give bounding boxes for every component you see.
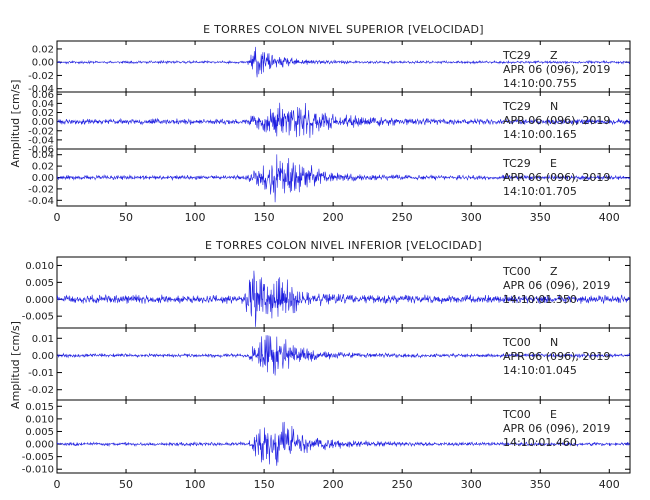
y-tick-label: -0.02 [28,184,54,195]
record-date: APR 06 (096), 2019 [503,114,610,127]
chart-1: E TORRES COLON NIVEL SUPERIOR [VELOCIDAD… [9,23,631,224]
y-tick-label: -0.02 [28,385,54,396]
station-code: TC29 [502,157,531,170]
x-tick-label: 0 [54,478,61,491]
x-tick-label: 400 [599,211,620,224]
record-date: APR 06 (096), 2019 [503,422,610,435]
x-tick-label: 200 [323,211,344,224]
y-tick-label: 0.015 [25,402,54,413]
y-tick-label: 0.04 [32,150,54,161]
y-tick-label: 0.005 [25,427,54,438]
y-tick-label: 0.00 [32,173,54,184]
panel-frame [56,399,631,474]
record-date: APR 06 (096), 2019 [503,171,610,184]
waveform-trace-TC29-N [57,102,630,138]
x-tick-label: 300 [461,478,482,491]
x-tick-label: 350 [530,478,551,491]
component-code: Z [550,49,558,62]
y-tick-label: 0.06 [32,90,54,101]
record-time: 14:10:00.165 [503,128,577,141]
waveform-trace-TC29-E [57,154,630,203]
station-code: TC00 [502,265,531,278]
chart-title: E TORRES COLON NIVEL INFERIOR [VELOCIDAD… [205,239,482,252]
record-date: APR 06 (096), 2019 [503,63,610,76]
station-code: TC00 [502,408,531,421]
waveform-trace-TC00-N [57,335,630,376]
record-time: 14:10:00.755 [503,77,577,90]
x-tick-label: 400 [599,478,620,491]
x-tick-label: 350 [530,211,551,224]
y-tick-label: -0.04 [28,84,54,95]
y-tick-label: -0.01 [28,368,54,379]
y-tick-label: -0.005 [22,312,54,323]
y-tick-label: 0.010 [25,414,54,425]
x-tick-label: 150 [254,211,275,224]
record-date: APR 06 (096), 2019 [503,350,610,363]
y-tick-label: 0.005 [25,278,54,289]
y-tick-label: 0.000 [25,295,54,306]
x-tick-label: 250 [392,211,413,224]
y-tick-label: -0.010 [22,465,54,476]
x-tick-label: 150 [254,478,275,491]
component-code: E [550,157,557,170]
component-code: Z [550,265,558,278]
y-tick-label: 0.02 [32,44,54,55]
y-tick-label: 0.00 [32,117,54,128]
y-tick-label: 0.04 [32,99,54,110]
chart-title: E TORRES COLON NIVEL SUPERIOR [VELOCIDAD… [203,23,484,36]
y-tick-label: -0.02 [28,71,54,82]
component-code: N [550,336,558,349]
y-tick-label: -0.06 [28,145,54,156]
x-tick-label: 50 [119,478,133,491]
y-tick-label: -0.04 [28,135,54,146]
y-tick-label: 0.02 [32,162,54,173]
x-tick-label: 200 [323,478,344,491]
x-tick-label: 0 [54,211,61,224]
waveform-trace-TC29-Z [57,46,630,78]
y-tick-label: -0.04 [28,196,54,207]
station-code: TC00 [502,336,531,349]
record-time: 14:10:01.460 [503,436,577,449]
station-code: TC29 [502,49,531,62]
y-tick-label: 0.00 [32,351,54,362]
panel-TC29-N: 0.060.040.020.00-0.02-0.04-0.06 TC29 NAPR … [28,90,631,156]
waveform-trace-TC00-E [57,421,630,466]
y-axis-label: Amplitud [cm/s] [9,80,22,168]
station-code: TC29 [502,100,531,113]
y-tick-label: 0.010 [25,261,54,272]
waveform-trace-TC00-Z [57,270,630,327]
record-date: APR 06 (096), 2019 [503,279,610,292]
y-axis-label: Amplitud [cm/s] [9,321,22,409]
y-tick-label: 0.000 [25,440,54,451]
y-tick-label: -0.005 [22,452,54,463]
chart-2: E TORRES COLON NIVEL INFERIOR [VELOCIDAD… [9,239,631,491]
x-tick-label: 50 [119,211,133,224]
record-time: 14:10:01.705 [503,185,577,198]
component-code: E [550,408,557,421]
x-tick-label: 300 [461,211,482,224]
component-code: N [550,100,558,113]
y-tick-label: -0.02 [28,126,54,137]
x-tick-label: 250 [392,478,413,491]
y-tick-label: 0.02 [32,108,54,119]
y-tick-label: 0.01 [32,334,54,345]
y-tick-label: 0.00 [32,58,54,69]
record-time: 14:10:01.350 [503,293,577,306]
record-time: 14:10:01.045 [503,364,577,377]
x-tick-label: 100 [185,478,206,491]
x-tick-label: 100 [185,211,206,224]
